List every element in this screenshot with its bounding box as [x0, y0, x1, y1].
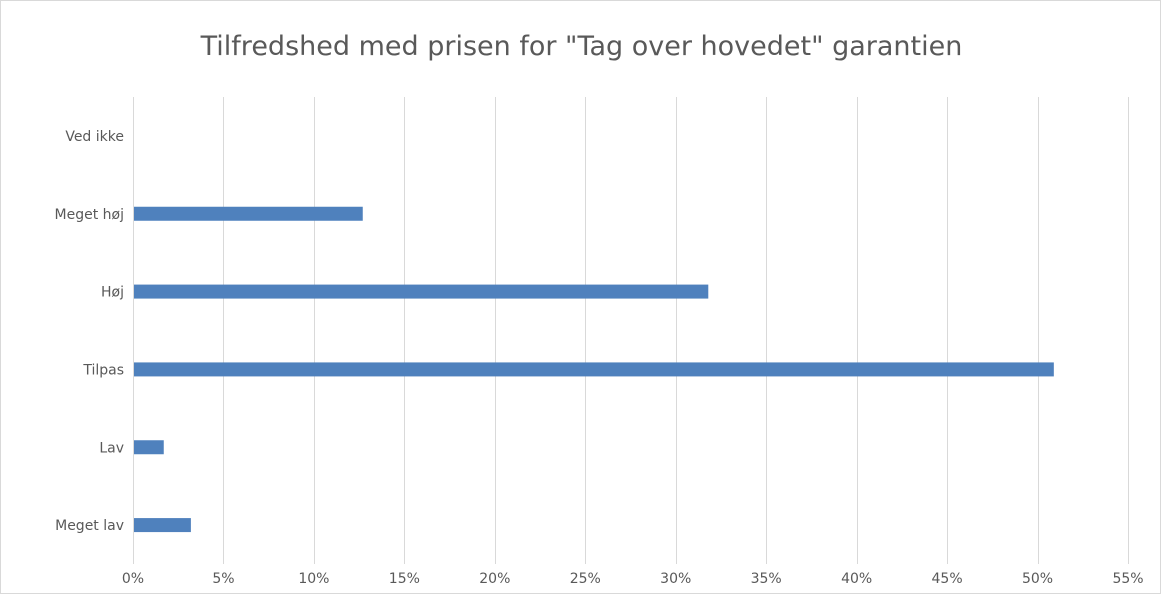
chart-title: Tilfredshed med prisen for "Tag over hov… — [200, 31, 963, 62]
bar-tilpas — [134, 362, 1054, 377]
x-tick-label-40: 40% — [841, 571, 872, 587]
x-tick-labels: 0% 5% 10% 15% 20% 25% 30% 35% 40% 45% 50% 55% — [122, 571, 1144, 587]
category-label-meget-lav: Meget lav — [55, 518, 124, 534]
x-tick-label-15: 15% — [389, 571, 420, 587]
x-tick-label-10: 10% — [298, 571, 329, 587]
bar-meget-høj — [134, 206, 363, 221]
bar-meget-lav — [134, 518, 191, 533]
category-label-tilpas: Tilpas — [82, 362, 124, 378]
x-tick-label-0: 0% — [122, 571, 144, 587]
x-tick-label-35: 35% — [751, 571, 782, 587]
x-tick-label-5: 5% — [212, 571, 234, 587]
category-labels: Meget lav Lav Tilpas Høj Meget høj Ved ikke — [55, 129, 124, 534]
category-label-meget-høj: Meget høj — [55, 207, 124, 223]
x-tick-label-20: 20% — [479, 571, 510, 587]
x-tick-label-55: 55% — [1112, 571, 1143, 587]
category-label-lav: Lav — [99, 440, 124, 456]
category-label-ved-ikke: Ved ikke — [65, 129, 124, 145]
x-tick-label-25: 25% — [570, 571, 601, 587]
category-label-høj: Høj — [101, 285, 124, 301]
x-tick-label-50: 50% — [1022, 571, 1053, 587]
bar-lav — [134, 440, 164, 455]
bar-høj — [134, 284, 709, 299]
x-tick-label-30: 30% — [660, 571, 691, 587]
x-tick-label-45: 45% — [932, 571, 963, 587]
bars — [134, 206, 1054, 533]
gridlines — [133, 97, 1129, 564]
